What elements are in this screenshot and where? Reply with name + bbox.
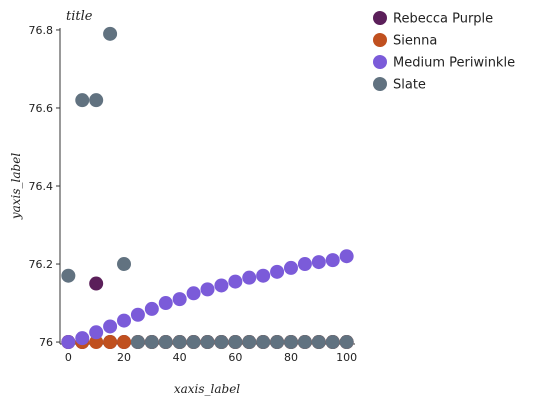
data-point-medium-periwinkle [173,292,187,306]
data-point-medium-periwinkle [145,302,159,316]
data-point-medium-periwinkle [242,271,256,285]
data-point-medium-periwinkle [326,253,340,267]
x-tick-label: 80 [284,351,298,364]
data-point-medium-periwinkle [117,314,131,328]
data-point-medium-periwinkle [187,286,201,300]
data-point-medium-periwinkle [214,278,228,292]
data-point-medium-periwinkle [103,319,117,333]
data-point-slate [117,257,131,271]
y-tick-label: 76.8 [29,24,54,37]
data-point-medium-periwinkle [270,265,284,279]
legend-marker-medium-periwinkle [373,55,387,69]
data-point-medium-periwinkle [131,308,145,322]
data-point-slate [284,335,298,349]
data-point-slate [173,335,187,349]
y-tick-label: 76 [39,336,53,349]
data-point-slate [201,335,215,349]
data-point-slate [89,93,103,107]
data-point-medium-periwinkle [340,249,354,263]
data-point-sienna [117,335,131,349]
legend-label-rebecca-purple: Rebecca Purple [393,12,493,27]
data-point-medium-periwinkle [201,282,215,296]
legend-marker-sienna [373,33,387,47]
data-point-medium-periwinkle [298,257,312,271]
data-point-slate [131,335,145,349]
data-point-medium-periwinkle [159,296,173,310]
x-tick-label: 0 [65,351,72,364]
data-point-slate [228,335,242,349]
data-point-slate [103,27,117,41]
data-point-medium-periwinkle [61,335,75,349]
legend-label-medium-periwinkle: Medium Periwinkle [393,56,515,71]
y-tick-label: 76.6 [29,102,54,115]
plot-area: 0 20 40 60 80 100 76 76.2 76.4 76.6 76.8 [29,24,358,364]
data-point-medium-periwinkle [75,331,89,345]
x-tick-label: 40 [173,351,187,364]
data-point-slate [145,335,159,349]
data-point-slate [312,335,326,349]
data-point-slate [270,335,284,349]
legend-marker-slate [373,77,387,91]
data-point-slate [326,335,340,349]
data-point-rebecca-purple [89,277,103,291]
data-point-slate [214,335,228,349]
x-tick-label: 100 [336,351,357,364]
legend: Rebecca Purple Sienna Medium Periwinkle Sla… [373,11,515,93]
data-point-medium-periwinkle [284,261,298,275]
legend-marker-rebecca-purple [373,11,387,25]
data-point-slate [159,335,173,349]
legend-label-slate: Slate [393,78,426,93]
x-axis-title: xaxis_label [174,382,240,396]
data-point-slate [242,335,256,349]
y-tick-label: 76.4 [29,180,54,193]
y-tick-label: 76.2 [29,258,54,271]
data-point-medium-periwinkle [312,255,326,269]
data-point-sienna [103,335,117,349]
x-tick-label: 60 [228,351,242,364]
y-axis-ticks: 76 76.2 76.4 76.6 76.8 [29,24,61,349]
y-axis-title: yaxis_label [9,153,23,220]
legend-label-sienna: Sienna [393,34,437,49]
data-point-slate [187,335,201,349]
data-point-slate [340,335,354,349]
data-point-medium-periwinkle [228,275,242,289]
data-point-medium-periwinkle [256,269,270,283]
data-point-slate [256,335,270,349]
data-point-slate [298,335,312,349]
x-tick-label: 20 [117,351,131,364]
data-points [61,27,353,349]
chart-title: title [66,9,93,24]
data-point-medium-periwinkle [89,325,103,339]
data-point-slate [61,269,75,283]
data-point-slate [75,93,89,107]
